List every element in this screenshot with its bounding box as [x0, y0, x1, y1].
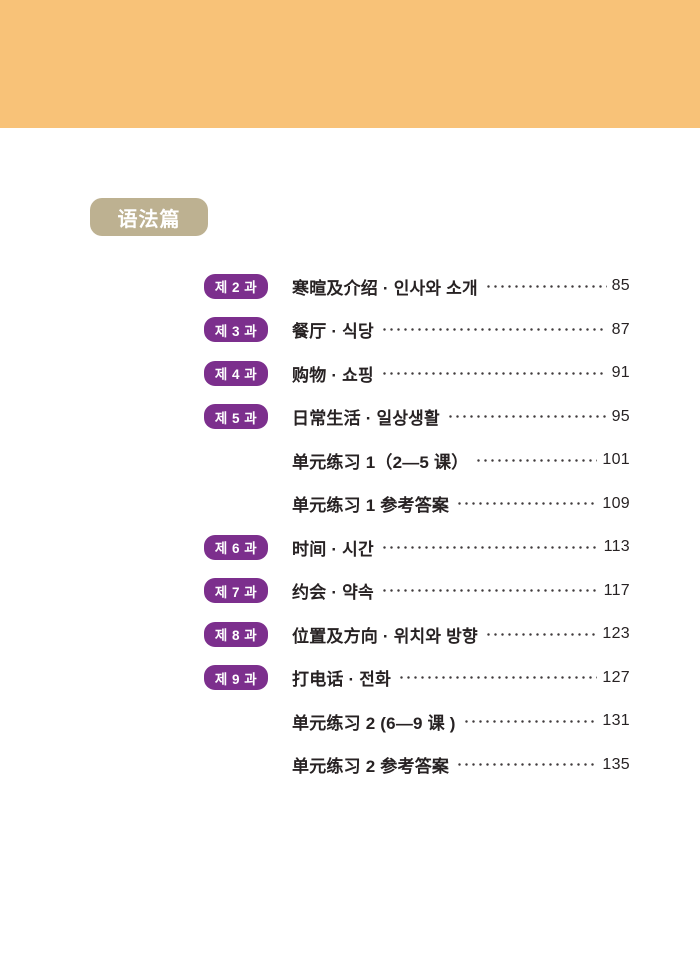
lesson-badge-slot: 제 6 과 [204, 534, 292, 560]
toc-row: 제 5 과 日常生活 · 일상생활 95 [204, 403, 630, 430]
toc-title: 约会 · 약속 [292, 583, 374, 602]
lesson-badge-slot: 제 5 과 [204, 404, 292, 429]
dot-leader [380, 316, 607, 343]
toc-list: 제 2 과 寒暄及介绍 · 인사와 소개 85 제 3 과 餐厅 · 식당 87… [204, 273, 630, 795]
toc-title: 单元练习 2 (6—9 课 ) [292, 713, 456, 733]
toc-row: 제 2 과 寒暄及介绍 · 인사와 소개 85 [204, 273, 630, 299]
toc-page-number: 91 [611, 364, 630, 381]
toc-page-number: 123 [602, 625, 630, 642]
toc-title: 时间 · 시간 [292, 539, 374, 559]
lesson-badge: 제 3 과 [204, 317, 268, 342]
dot-leader [462, 708, 598, 734]
lesson-badge: 제 5 과 [204, 404, 268, 429]
toc-page-number: 113 [603, 538, 630, 555]
toc-row: 单元练习 2 参考答案 135 [204, 751, 630, 778]
dot-leader [484, 621, 598, 647]
toc-row: 제 3 과 餐厅 · 식당 87 [204, 316, 630, 343]
lesson-badge: 제 4 과 [204, 360, 268, 386]
toc-row: 제 9 과 打电话 · 전화 127 [204, 664, 630, 691]
lesson-badge-slot: 제 9 과 [204, 665, 292, 690]
dot-leader [398, 664, 598, 691]
section-label-text: 语法篇 [117, 208, 181, 231]
dot-leader [380, 577, 599, 604]
toc-title: 寒暄及介绍 · 인사와 소개 [292, 278, 478, 298]
lesson-badge: 제 9 과 [204, 665, 268, 690]
lesson-badge: 제 7 과 [204, 578, 268, 603]
toc-title: 单元练习 2 参考答案 [292, 757, 450, 776]
toc-page-number: 95 [611, 407, 630, 425]
dot-leader [446, 403, 607, 430]
toc-page-number: 127 [602, 668, 630, 686]
lesson-badge-slot [204, 752, 292, 777]
lesson-badge-slot: 제 2 과 [204, 273, 292, 299]
lesson-badge: 제 8 과 [204, 621, 268, 647]
dot-leader [456, 751, 598, 778]
lesson-badge-slot [204, 491, 292, 516]
top-banner [0, 0, 700, 128]
toc-page-number: 85 [611, 277, 630, 294]
toc-title: 单元练习 1 参考答案 [292, 496, 450, 515]
toc-title: 日常生活 · 일상생활 [292, 409, 440, 428]
dot-leader [380, 360, 607, 386]
toc-row: 제 6 과 时间 · 시간 113 [204, 534, 630, 560]
toc-title: 购物 · 쇼핑 [292, 365, 374, 385]
toc-row: 제 4 과 购物 · 쇼핑 91 [204, 360, 630, 386]
dot-leader [484, 273, 607, 299]
lesson-badge-slot: 제 3 과 [204, 317, 292, 342]
dot-leader [380, 534, 599, 560]
toc-row: 单元练习 2 (6—9 课 ) 131 [204, 708, 630, 734]
lesson-badge-slot [204, 448, 292, 473]
toc-page-number: 87 [611, 320, 630, 338]
lesson-badge: 제 2 과 [204, 273, 268, 299]
section-label-badge: 语法篇 [90, 198, 208, 236]
lesson-badge-slot: 제 8 과 [204, 621, 292, 647]
toc-page-number: 101 [602, 451, 630, 468]
dot-leader [456, 490, 598, 517]
toc-title: 单元练习 1（2—5 课） [292, 452, 469, 472]
lesson-badge-slot [204, 709, 292, 734]
toc-page-number: 117 [603, 581, 630, 599]
toc-page-number: 109 [602, 494, 630, 512]
lesson-badge-slot: 제 7 과 [204, 578, 292, 603]
toc-page-number: 135 [602, 755, 630, 773]
lesson-badge: 제 6 과 [204, 534, 268, 560]
toc-title: 打电话 · 전화 [292, 670, 391, 689]
toc-row: 单元练习 1（2—5 课） 101 [204, 447, 630, 473]
dot-leader [475, 447, 598, 473]
lesson-badge-slot: 제 4 과 [204, 360, 292, 386]
toc-title: 位置及方向 · 위치와 방향 [292, 626, 478, 646]
toc-row: 제 7 과 约会 · 약속 117 [204, 577, 630, 604]
toc-row: 单元练习 1 参考答案 109 [204, 490, 630, 517]
toc-title: 餐厅 · 식당 [292, 322, 374, 341]
toc-row: 제 8 과 位置及方向 · 위치와 방향 123 [204, 621, 630, 647]
toc-page-number: 131 [602, 712, 630, 729]
